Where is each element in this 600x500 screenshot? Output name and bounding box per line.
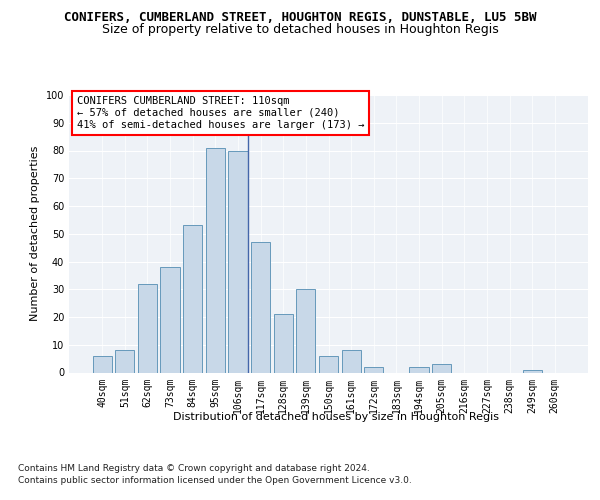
Bar [296, 289, 316, 372]
Bar [341, 350, 361, 372]
Text: Distribution of detached houses by size in Houghton Regis: Distribution of detached houses by size … [173, 412, 499, 422]
Bar [251, 242, 270, 372]
Bar [364, 367, 383, 372]
Bar [409, 367, 428, 372]
Bar [432, 364, 451, 372]
Bar [229, 150, 248, 372]
Bar [92, 356, 112, 372]
Text: Size of property relative to detached houses in Houghton Regis: Size of property relative to detached ho… [101, 22, 499, 36]
Bar [138, 284, 157, 372]
Bar [115, 350, 134, 372]
Bar [160, 267, 180, 372]
Bar [206, 148, 225, 372]
Bar [274, 314, 293, 372]
Text: CONIFERS, CUMBERLAND STREET, HOUGHTON REGIS, DUNSTABLE, LU5 5BW: CONIFERS, CUMBERLAND STREET, HOUGHTON RE… [64, 11, 536, 24]
Bar [183, 226, 202, 372]
Text: Contains public sector information licensed under the Open Government Licence v3: Contains public sector information licen… [18, 476, 412, 485]
Text: CONIFERS CUMBERLAND STREET: 110sqm
← 57% of detached houses are smaller (240)
41: CONIFERS CUMBERLAND STREET: 110sqm ← 57%… [77, 96, 364, 130]
Y-axis label: Number of detached properties: Number of detached properties [30, 146, 40, 322]
Text: Contains HM Land Registry data © Crown copyright and database right 2024.: Contains HM Land Registry data © Crown c… [18, 464, 370, 473]
Bar [523, 370, 542, 372]
Bar [319, 356, 338, 372]
